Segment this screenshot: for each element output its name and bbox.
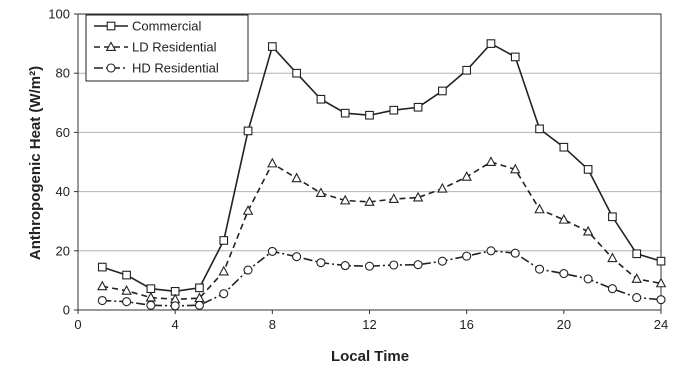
point-commercial-3 (146, 284, 156, 294)
legend: Commercial LD Residential HD Residential (85, 14, 249, 82)
point-commercial-17 (486, 39, 496, 48)
point-commercial-7 (243, 126, 253, 136)
point-hd-residential-11 (340, 261, 350, 271)
point-hd-residential-9 (292, 252, 302, 262)
x-axis-title: Local Time (331, 348, 409, 365)
legend-label-ld-residential: LD Residential (132, 40, 217, 55)
point-commercial-18 (510, 52, 520, 62)
point-commercial-16 (462, 65, 472, 75)
point-ld-residential-11 (339, 194, 351, 205)
point-ld-residential-20 (558, 213, 570, 224)
point-commercial-12 (365, 110, 374, 120)
point-hd-residential-18 (510, 248, 520, 258)
y-tick-label-3: 60 (56, 125, 70, 140)
y-tick-label-1: 20 (56, 243, 70, 258)
y-tick-label-5: 100 (48, 7, 70, 22)
x-tick-label-3: 12 (362, 317, 376, 332)
point-ld-residential-9 (291, 172, 302, 183)
legend-label-commercial: Commercial (132, 19, 201, 34)
point-commercial-6 (219, 236, 229, 245)
point-hd-residential-10 (316, 258, 326, 268)
point-hd-residential-7 (243, 265, 253, 275)
x-tick-label-1: 4 (172, 317, 179, 332)
point-ld-residential-23 (631, 273, 642, 283)
point-hd-residential-1 (97, 295, 107, 306)
point-commercial-9 (292, 68, 301, 78)
legend-marker-commercial (106, 21, 116, 31)
point-hd-residential-19 (534, 264, 545, 274)
point-ld-residential-12 (364, 196, 375, 206)
point-commercial-15 (438, 86, 447, 96)
point-commercial-21 (583, 165, 593, 174)
point-ld-residential-10 (315, 187, 327, 198)
point-hd-residential-22 (607, 284, 617, 294)
axes: 0 20 40 60 80 100 0 4 8 12 16 20 24 (48, 7, 668, 333)
point-commercial-8 (267, 42, 277, 51)
y-axis-title: Anthropogenic Heat (W/m²) (27, 66, 44, 260)
point-ld-residential-15 (437, 182, 448, 193)
point-ld-residential-6 (218, 265, 229, 276)
point-hd-residential-5 (194, 300, 205, 310)
point-hd-residential-2 (122, 297, 132, 307)
point-commercial-23 (632, 249, 642, 259)
y-tick-label-4: 80 (56, 66, 70, 81)
point-hd-residential-6 (219, 289, 229, 299)
series-group (97, 39, 667, 311)
point-hd-residential-14 (413, 260, 423, 270)
point-ld-residential-7 (242, 205, 254, 215)
point-commercial-19 (535, 124, 544, 134)
point-ld-residential-14 (412, 191, 424, 202)
x-tick-label-6: 24 (654, 317, 668, 332)
point-hd-residential-21 (583, 274, 593, 284)
y-tick-label-0: 0 (63, 303, 70, 318)
point-hd-residential-24 (656, 295, 666, 305)
point-ld-residential-13 (388, 193, 400, 203)
point-commercial-24 (656, 256, 666, 266)
point-commercial-5 (195, 283, 204, 293)
x-tick-label-4: 16 (459, 317, 473, 332)
point-commercial-14 (413, 102, 423, 112)
point-hd-residential-4 (170, 301, 180, 311)
point-commercial-2 (122, 270, 131, 280)
point-ld-residential-18 (510, 163, 521, 174)
point-commercial-13 (389, 105, 399, 115)
x-tick-label-5: 20 (557, 317, 571, 332)
point-commercial-11 (340, 108, 350, 118)
point-commercial-22 (608, 212, 617, 222)
point-ld-residential-22 (607, 252, 618, 263)
y-tick-label-2: 40 (56, 184, 70, 199)
legend-marker-ld-residential (105, 41, 117, 51)
point-commercial-20 (559, 142, 569, 152)
x-tick-label-2: 8 (269, 317, 276, 332)
point-hd-residential-15 (437, 256, 447, 266)
point-hd-residential-20 (559, 269, 569, 279)
legend-label-hd-residential: HD Residential (132, 61, 219, 76)
legend-marker-hd-residential (106, 63, 116, 73)
point-hd-residential-12 (364, 261, 375, 271)
point-hd-residential-3 (146, 300, 156, 310)
point-hd-residential-8 (267, 246, 277, 256)
x-tick-label-0: 0 (74, 317, 81, 332)
point-commercial-1 (97, 262, 107, 272)
point-hd-residential-16 (462, 251, 472, 261)
point-hd-residential-17 (486, 246, 496, 256)
point-ld-residential-8 (267, 157, 278, 168)
point-ld-residential-16 (461, 171, 472, 181)
point-ld-residential-2 (121, 284, 132, 295)
point-ld-residential-17 (485, 156, 497, 166)
point-ld-residential-19 (534, 203, 545, 214)
point-hd-residential-23 (632, 293, 642, 303)
point-ld-residential-21 (582, 225, 594, 236)
point-ld-residential-24 (655, 277, 667, 288)
point-ld-residential-1 (97, 280, 108, 291)
point-hd-residential-13 (389, 260, 399, 270)
point-commercial-10 (316, 94, 326, 104)
